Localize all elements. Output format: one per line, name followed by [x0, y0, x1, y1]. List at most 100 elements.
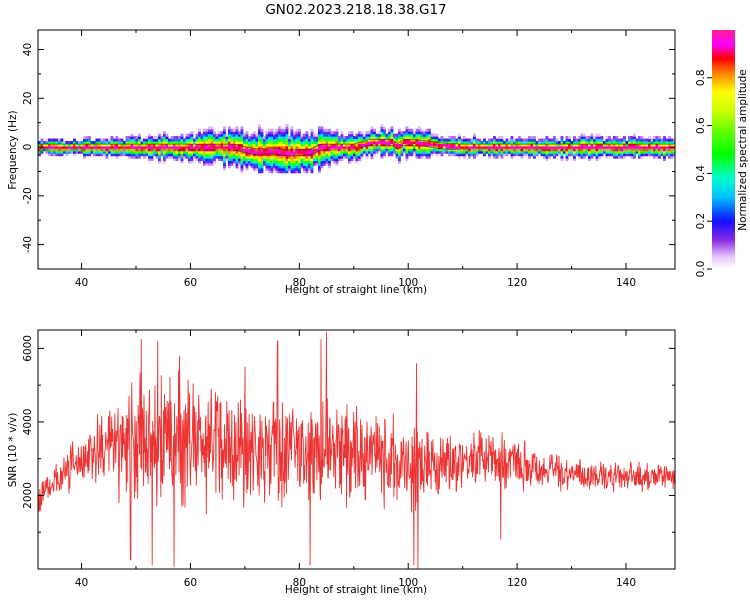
spectrogram-cell — [235, 133, 239, 137]
spectrogram-cell — [560, 140, 564, 144]
spectrogram-cell — [545, 138, 549, 142]
spectrogram-cell — [40, 143, 44, 147]
spectrogram-cell — [245, 160, 249, 164]
spectrogram-cell — [133, 153, 136, 157]
spectrogram-cell — [585, 138, 589, 142]
spectrogram-cell — [335, 153, 339, 157]
spectrogram-cell — [475, 140, 479, 144]
spectrogram-cell — [120, 143, 124, 147]
spectrogram-cell — [350, 153, 354, 157]
spectrogram-cell — [190, 158, 194, 162]
spectrogram-cell — [138, 153, 141, 157]
spectrogram-cell — [168, 153, 171, 157]
spectrogram-cell — [463, 150, 466, 154]
spectrogram-cell — [203, 143, 206, 147]
spectrogram-cell — [163, 160, 166, 164]
spectrogram-cell — [48, 150, 51, 154]
spectrogram-cell — [410, 131, 414, 135]
spectrogram-cell — [468, 153, 471, 157]
spectrogram-cell — [310, 136, 314, 140]
spectrogram-cell — [240, 167, 244, 171]
spectrogram-cell — [258, 155, 261, 159]
spectrogram-cell — [453, 143, 456, 147]
spectrogram-cell — [395, 138, 399, 142]
spectrogram-cell — [280, 158, 284, 162]
spectrogram-cell — [93, 143, 96, 147]
spectrogram-cell — [460, 143, 464, 147]
spectrogram-cell — [668, 138, 671, 142]
spectrogram-cell — [245, 143, 249, 147]
spectrogram-cell — [303, 138, 306, 142]
spectrogram-cell — [588, 140, 591, 144]
spectrogram-xtick-label: 80 — [293, 277, 306, 289]
spectrogram-cell — [495, 140, 499, 144]
spectrogram-cell — [638, 143, 641, 147]
spectrogram-cell — [318, 140, 321, 144]
spectrogram-cell — [668, 150, 671, 154]
spectrogram-cell — [670, 153, 674, 157]
spectrogram-cell — [188, 133, 191, 137]
spectrogram-cell — [65, 140, 69, 144]
spectrogram-cell — [513, 153, 516, 157]
spectrogram-cell — [420, 140, 424, 144]
spectrogram-cell — [350, 145, 354, 149]
spectrogram-cell — [293, 145, 296, 149]
spectrogram-cell — [480, 140, 484, 144]
spectrogram-cell — [413, 143, 416, 147]
spectrogram-cell — [245, 140, 249, 144]
spectrogram-cell — [243, 153, 246, 157]
spectrogram-cell — [395, 143, 399, 147]
spectrogram-cell — [205, 158, 209, 162]
spectrogram-cell — [510, 136, 514, 140]
spectrogram-cell — [293, 131, 296, 135]
spectrogram-cell — [275, 131, 279, 135]
spectrogram-cell — [408, 131, 411, 135]
spectrogram-cell — [408, 143, 411, 147]
spectrogram-cell — [228, 145, 231, 149]
snr-ytick-label: 4000 — [22, 409, 34, 436]
spectrogram-cell — [238, 153, 241, 157]
spectrogram-cell — [275, 162, 279, 166]
spectrogram-cell — [178, 155, 181, 159]
spectrogram-cell — [285, 128, 289, 132]
spectrogram-cell — [418, 150, 421, 154]
spectrogram-cell — [288, 167, 291, 171]
spectrogram-cell — [260, 155, 264, 159]
spectrogram-cell — [250, 138, 254, 142]
spectrogram-cell — [268, 160, 271, 164]
spectrogram-cell — [653, 153, 656, 157]
spectrogram-cell — [423, 153, 426, 157]
spectrogram-cell — [218, 143, 221, 147]
spectrogram-cell — [553, 150, 556, 154]
spectrogram-cell — [458, 153, 461, 157]
spectrogram-cell — [445, 140, 449, 144]
spectrogram-cell — [283, 136, 286, 140]
spectrogram-cell — [233, 160, 236, 164]
spectrogram-cell — [388, 128, 391, 132]
spectrogram-cell — [660, 140, 664, 144]
spectrogram-cell — [320, 165, 324, 169]
spectrogram-cell — [50, 140, 54, 144]
spectrogram-cell — [375, 136, 379, 140]
spectrogram-cell — [438, 138, 441, 142]
spectrogram-cell — [343, 138, 346, 142]
spectrogram-cell — [583, 133, 586, 137]
spectrogram-cell — [288, 150, 291, 154]
spectrogram-cell — [323, 155, 326, 159]
spectrogram-cell — [638, 145, 641, 149]
spectrogram-cell — [235, 153, 239, 157]
spectrogram-cell — [535, 153, 539, 157]
spectrogram-cell — [518, 143, 521, 147]
spectrogram-cell — [585, 153, 589, 157]
spectrogram-cell — [373, 145, 376, 149]
spectrogram-cell — [305, 136, 309, 140]
spectrogram-cell — [398, 133, 401, 137]
spectrogram-cell — [595, 153, 599, 157]
spectrogram-cell — [145, 140, 149, 144]
spectrogram-cell — [593, 143, 596, 147]
spectrogram-cell — [640, 143, 644, 147]
spectrogram-cell — [250, 162, 254, 166]
spectrogram-cell — [530, 138, 534, 142]
spectrogram-cell — [520, 145, 524, 149]
spectrogram-cell — [245, 167, 249, 171]
